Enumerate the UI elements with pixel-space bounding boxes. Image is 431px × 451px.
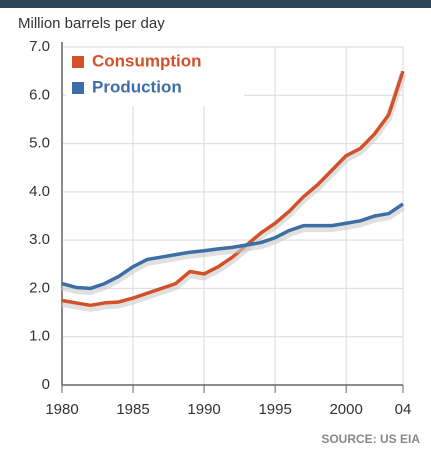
series-line xyxy=(61,70,405,308)
legend-label: Production xyxy=(92,77,182,96)
y-tick-label: 1.0 xyxy=(29,328,50,345)
top-bar xyxy=(0,0,431,8)
x-tick-label: 04 xyxy=(395,401,412,418)
x-tick-label: 1990 xyxy=(187,401,220,418)
legend-swatch xyxy=(72,56,84,68)
y-tick-label: 7.0 xyxy=(29,38,50,55)
legend-swatch xyxy=(72,82,84,94)
series-shadow xyxy=(61,73,407,312)
y-tick-label: 3.0 xyxy=(29,231,50,248)
y-tick-label: 4.0 xyxy=(29,183,50,200)
series-shadow xyxy=(61,204,405,295)
y-tick-label: 5.0 xyxy=(29,135,50,152)
y-tick-label: 2.0 xyxy=(29,279,50,296)
legend-box xyxy=(66,48,244,106)
y-axis-label: Million barrels per day xyxy=(18,15,165,32)
x-tick-label: 2000 xyxy=(329,401,362,418)
x-tick-label: 1995 xyxy=(258,401,291,418)
y-tick-label: 6.0 xyxy=(29,86,50,103)
y-tick-label: 0 xyxy=(42,376,50,393)
source: SOURCE: US EIA xyxy=(321,432,420,446)
x-tick-label: 1985 xyxy=(116,401,149,418)
x-tick-label: 1980 xyxy=(45,401,78,418)
legend-label: Consumption xyxy=(92,51,202,70)
series-line xyxy=(61,202,404,291)
